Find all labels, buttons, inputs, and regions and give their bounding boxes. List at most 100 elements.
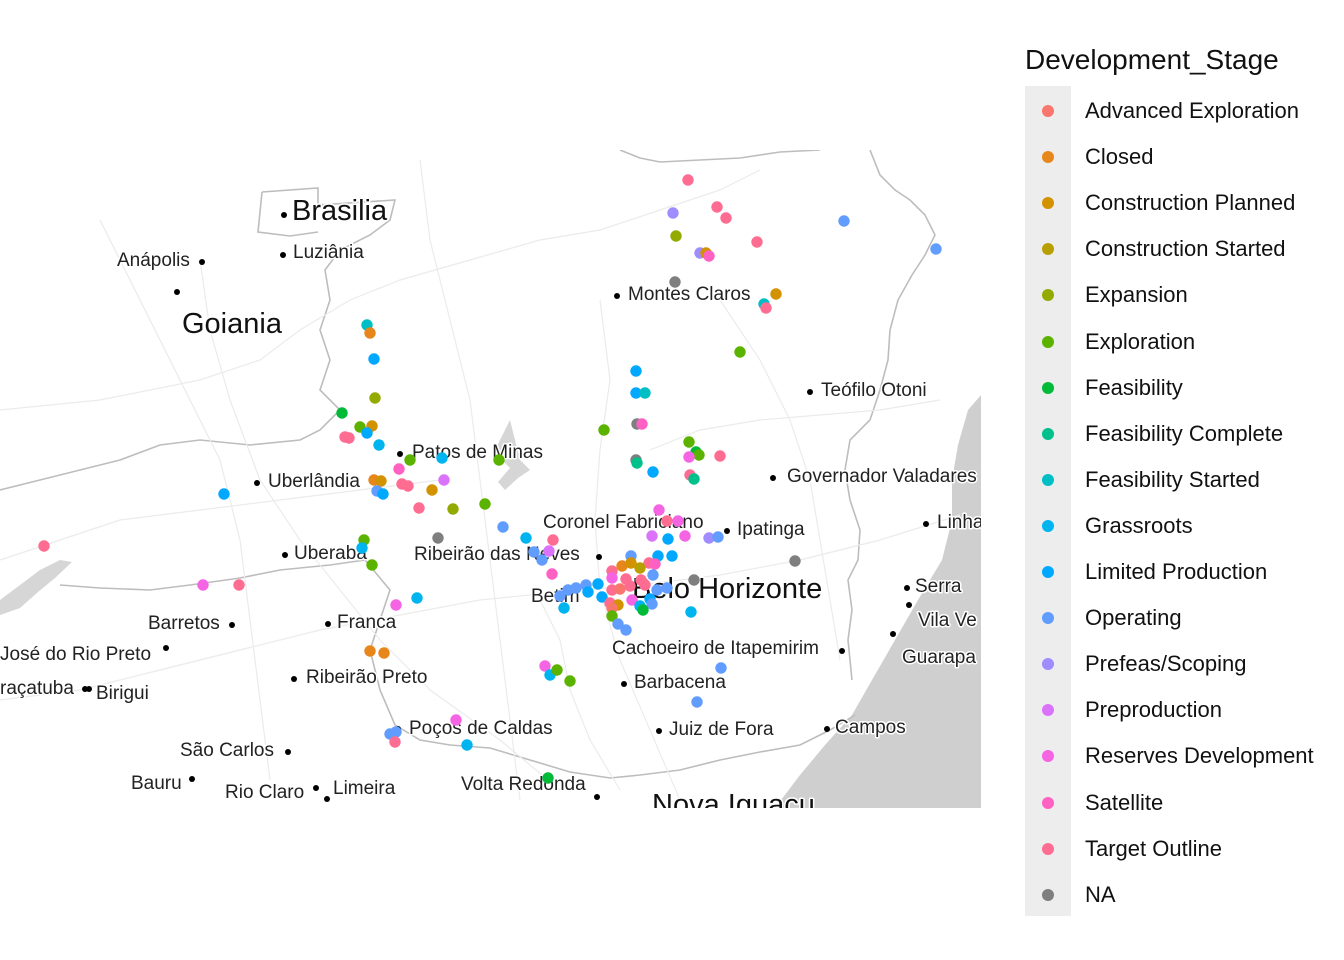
city-label: Serra: [915, 576, 962, 597]
city-dot-icon: [254, 480, 260, 486]
city-dot-icon: [724, 528, 730, 534]
legend-label: Preproduction: [1085, 697, 1222, 723]
city-label: Campos: [835, 717, 906, 738]
mine-site-point: [438, 474, 450, 486]
mine-site-point: [543, 545, 555, 557]
legend-item: Exploration: [1025, 319, 1344, 365]
legend-label: Exploration: [1085, 328, 1196, 354]
mine-site-point: [646, 530, 658, 542]
mine-site-point: [770, 288, 782, 300]
city-dot-icon: [656, 728, 662, 734]
mine-site-point: [669, 276, 681, 288]
mine-site-point: [688, 473, 700, 485]
mine-site-point: [542, 772, 554, 784]
mine-site-point: [661, 515, 673, 527]
map-panel: Brasilia Luziânia Anápolis Goiania Montes Cl…: [0, 150, 981, 808]
city-dot-icon: [285, 749, 291, 755]
legend-label: Satellite: [1085, 789, 1164, 815]
city-label: Nova Iguacu: [652, 789, 815, 808]
mine-site-point: [682, 174, 694, 186]
legend-dot-icon: [1042, 519, 1054, 532]
city-dot-icon: [86, 686, 92, 692]
mine-site-point: [751, 236, 763, 248]
mine-site-point: [646, 598, 658, 610]
mine-site-point: [789, 555, 801, 567]
mine-site-point: [693, 449, 705, 461]
legend-label: Expansion: [1085, 282, 1188, 308]
mine-site-point: [606, 610, 618, 622]
mine-site-point: [497, 521, 509, 533]
mine-site-point: [554, 590, 566, 602]
city-label: Uberaba: [294, 543, 367, 564]
legend-label: Closed: [1085, 144, 1154, 170]
mine-site-point: [838, 215, 850, 227]
mine-site-point: [364, 327, 376, 339]
mine-site-point: [688, 574, 700, 586]
mine-site-point: [546, 568, 558, 580]
city-label: Anápolis: [117, 250, 190, 271]
legend-item: Feasibility Started: [1025, 457, 1344, 503]
legend-item: Target Outline: [1025, 826, 1344, 872]
mine-site-point: [493, 454, 505, 466]
mine-site-point: [647, 466, 659, 478]
city-dot-icon: [229, 622, 235, 628]
legend-item: Advanced Exploration: [1025, 88, 1344, 134]
legend-title: Development_Stage: [1025, 44, 1279, 75]
mine-site-point: [670, 230, 682, 242]
mine-site-point: [564, 675, 576, 687]
mine-site-point: [233, 579, 245, 591]
city-dot-icon: [163, 645, 169, 651]
legend-dot-icon: [1042, 704, 1054, 717]
city-dot-icon: [839, 648, 845, 654]
legend-dot-icon: [1042, 289, 1054, 302]
mine-site-point: [461, 739, 473, 751]
mine-site-point: [636, 418, 648, 430]
legend-item: Grassroots: [1025, 503, 1344, 549]
city-label: Cachoeiro de Itapemirim: [612, 638, 819, 659]
legend-dot-icon: [1042, 796, 1054, 809]
legend-label: Advanced Exploration: [1085, 98, 1300, 123]
city-label: Bauru: [131, 773, 182, 794]
legend-dot-icon: [1042, 381, 1054, 394]
mine-site-point: [197, 579, 209, 591]
legend-dot-icon: [1042, 427, 1054, 440]
city-label: Birigui: [96, 683, 149, 704]
mine-site-point: [528, 546, 540, 558]
mine-site-point: [631, 457, 643, 469]
mine-site-point: [651, 584, 663, 596]
mine-site-point: [218, 488, 230, 500]
city-label: Rio Claro: [225, 782, 304, 803]
mine-site-point: [390, 599, 402, 611]
mine-site-point: [447, 503, 459, 515]
mine-site-point: [616, 560, 628, 572]
legend-label: Feasibility Started: [1085, 466, 1260, 492]
city-label: José do Rio Preto: [0, 644, 151, 665]
city-label: São Carlos: [180, 740, 274, 761]
legend-dot-icon: [1042, 566, 1054, 578]
legend-dot-icon: [1042, 105, 1054, 117]
city-dot-icon: [189, 776, 195, 782]
legend-dot-icon: [1042, 335, 1054, 348]
city-label: Volta Redonda: [461, 774, 586, 795]
legend-dot-icon: [1042, 888, 1054, 901]
mine-site-point: [672, 515, 684, 527]
mine-site-point: [639, 579, 651, 591]
mine-site-point: [426, 484, 438, 496]
mine-site-point: [647, 569, 659, 581]
legend: Development_Stage Advanced Exploration Cl…: [1025, 40, 1344, 916]
legend-dot-icon: [1042, 842, 1054, 855]
mine-site-point: [606, 572, 618, 584]
legend-label: Grassroots: [1085, 512, 1193, 538]
legend-dot-icon: [1042, 750, 1054, 763]
mine-site-point: [637, 604, 649, 616]
mine-site-point: [666, 550, 678, 562]
city-dot-icon: [621, 681, 627, 687]
mine-site-point: [683, 451, 695, 463]
city-label: Ribeirão Preto: [306, 667, 427, 688]
legend-item: Construction Planned: [1025, 180, 1344, 226]
mine-site-point: [413, 502, 425, 514]
city-label: Patos de Minas: [412, 442, 543, 463]
legend-item: Feasibility Complete: [1025, 411, 1344, 457]
city-label: Luziânia: [293, 242, 364, 263]
city-label: Juiz de Fora: [669, 719, 774, 740]
